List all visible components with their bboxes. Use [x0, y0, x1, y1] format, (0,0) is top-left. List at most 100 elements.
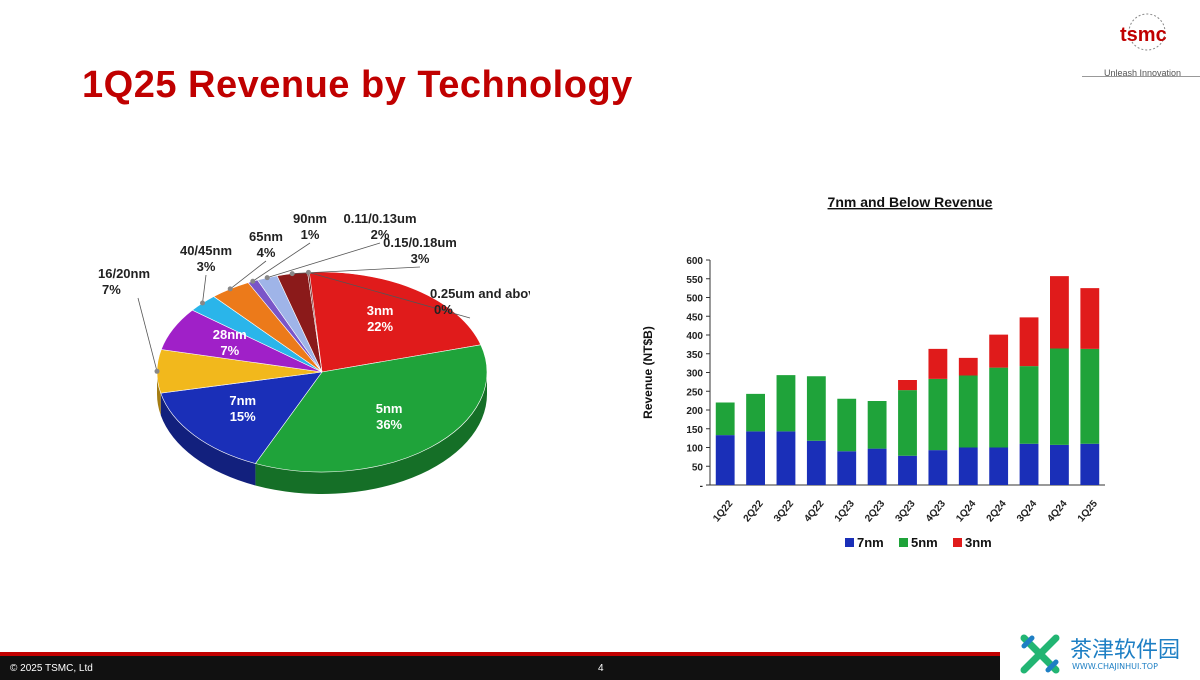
pie-leader-90nm [252, 242, 311, 282]
y-tick-label: 300 [686, 369, 703, 380]
pie-category-label: 40/45nm [180, 243, 232, 258]
bar-3nm-3Q23 [898, 380, 917, 391]
pie-category-label: 16/20nm [98, 266, 150, 281]
x-tick-label: 3Q22 [772, 498, 796, 524]
pie-category-label: 5nm [376, 401, 403, 416]
bar-7nm-2Q24 [989, 447, 1009, 485]
bar-7nm-4Q22 [806, 440, 826, 485]
bar-3nm-1Q24 [958, 357, 978, 376]
page-number: 4 [598, 663, 604, 674]
bar-7nm-3Q24 [1019, 443, 1039, 485]
x-tick-label: 2Q23 [863, 498, 887, 524]
x-tick-label: 4Q22 [802, 498, 826, 524]
bar-5nm-3Q24 [1019, 366, 1039, 444]
pie-category-label: 90nm [293, 211, 327, 226]
logo-text: tsmc [1120, 24, 1167, 46]
pie-label-0.25um and above: 0.25um and above0% [305, 269, 530, 319]
pie-value-label: 3% [197, 259, 216, 274]
pie-leader-dot-90nm [250, 278, 256, 284]
x-tick-label: 1Q24 [954, 498, 978, 524]
y-tick-label: 350 [686, 350, 703, 361]
pie-leader-dot-65nm [227, 286, 233, 292]
pie-leader-0.25um and above [308, 271, 471, 319]
bar-chart-title: 7nm and Below Revenue [828, 194, 993, 210]
bar-7nm-1Q24 [958, 447, 978, 485]
bar-7nm-1Q25 [1080, 443, 1100, 485]
pie-value-label: 7% [220, 343, 239, 358]
y-tick-label: 400 [686, 331, 703, 342]
x-tick-label: 2Q22 [742, 498, 766, 524]
bar-3nm-1Q25 [1080, 288, 1100, 349]
bar-7nm-3Q22 [776, 431, 796, 485]
bar-5nm-2Q24 [989, 367, 1009, 448]
y-tick-label: 50 [692, 462, 704, 473]
y-tick-label: - [700, 481, 703, 492]
pie-leader-40/45nm [202, 274, 207, 304]
legend-swatch [845, 538, 854, 547]
pie-leader-dot-16/20nm [154, 368, 160, 374]
bar-5nm-4Q24 [1050, 348, 1069, 445]
pie-leader-dot-0.11/0.13um [264, 275, 270, 281]
legend-label: 3nm [965, 535, 992, 550]
bar-5nm-4Q23 [928, 378, 948, 451]
x-tick-label: 3Q23 [894, 498, 918, 524]
pie-value-label: 22% [367, 319, 393, 334]
bar-5nm-1Q22 [715, 402, 735, 436]
watermark-text: 茶津软件园 [1070, 638, 1181, 663]
bar-5nm-4Q22 [806, 376, 826, 441]
bar-3nm-4Q24 [1050, 276, 1069, 349]
legend-item-5nm: 5nm [899, 535, 938, 550]
bar-3nm-3Q24 [1019, 317, 1039, 367]
pie-category-label: 0.15/0.18um [383, 235, 457, 250]
y-tick-label: 100 [686, 444, 703, 455]
legend-label: 5nm [911, 535, 938, 550]
pie-side-7nm [160, 393, 256, 486]
watermark-logo-icon [1020, 634, 1060, 674]
y-tick-label: 200 [686, 406, 703, 417]
legend-swatch [953, 538, 962, 547]
pie-leader-65nm [229, 260, 267, 290]
tsmc-logo-icon [1128, 13, 1166, 51]
pie-leader-16/20nm [137, 297, 158, 372]
y-tick-label: 500 [686, 294, 703, 305]
bar-7nm-2Q23 [867, 448, 887, 485]
pie-category-label: 28nm [213, 327, 247, 342]
bar-5nm-3Q22 [776, 375, 796, 432]
footer-accent [0, 652, 1000, 656]
pie-value-label: 15% [230, 409, 256, 424]
pie-value-label: 7% [102, 282, 121, 297]
pie-value-label: 36% [376, 417, 402, 432]
legend-label: 7nm [857, 535, 884, 550]
bar-7nm-2Q22 [746, 431, 765, 485]
bar-5nm-2Q23 [867, 401, 887, 449]
bar-7nm-4Q23 [928, 450, 948, 485]
legend-item-3nm: 3nm [953, 535, 992, 550]
x-tick-label: 4Q24 [1045, 498, 1069, 524]
pie-slice-7nm [160, 371, 323, 464]
header-divider [1082, 76, 1200, 77]
footer-copyright: © 2025 TSMC, Ltd [10, 663, 93, 674]
y-tick-label: 150 [686, 425, 703, 436]
bar-5nm-3Q23 [898, 390, 917, 456]
pie-category-label: 0.25um and above [430, 286, 530, 301]
footer: © 2025 TSMC, Ltd 4 [0, 656, 1000, 680]
bar-3nm-4Q23 [928, 348, 948, 379]
pie-leader-0.15/0.18um [292, 266, 421, 275]
pie-category-label: 7nm [229, 393, 256, 408]
legend-item-7nm: 7nm [845, 535, 884, 550]
tagline: Unleash Innovation [1104, 68, 1182, 78]
watermark-subtext: WWW.CHAJINHUI.TOP [1072, 662, 1158, 671]
x-tick-label: 1Q22 [711, 498, 735, 524]
bar-5nm-1Q23 [837, 398, 857, 452]
pie-leader-dot-0.25um and above [305, 269, 311, 275]
pie-chart: 3nm22%5nm36%7nm15%16/20nm7%28nm7%40/45nm… [98, 211, 530, 494]
bar-5nm-2Q22 [746, 393, 765, 432]
